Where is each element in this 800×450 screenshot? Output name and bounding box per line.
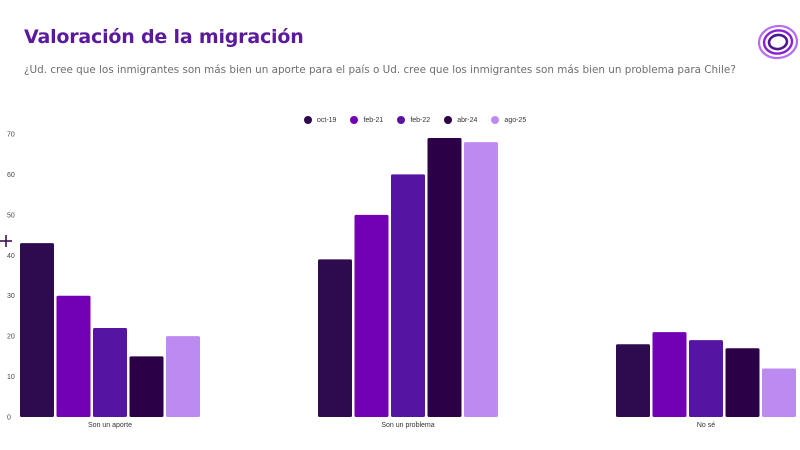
chart-legend: oct-19 feb-21 feb-22 abr-24 ago-25 <box>304 116 526 124</box>
legend-swatch-icon <box>491 116 500 124</box>
bar-feb-22-0 <box>93 328 127 417</box>
bar-abr-24-1 <box>427 138 462 418</box>
bar-feb-22-2 <box>689 340 723 417</box>
x-category-label: No sé <box>697 422 715 429</box>
crosshair-cursor-icon <box>0 235 12 247</box>
x-category-label: Son un problema <box>381 422 434 429</box>
y-tick-label: 0 <box>7 415 11 422</box>
bar-feb-21-1 <box>354 214 389 417</box>
legend-swatch-icon <box>444 116 453 124</box>
bar-feb-21-2 <box>652 332 687 417</box>
y-tick-label: 50 <box>7 212 15 219</box>
legend-label: ago-25 <box>504 116 527 124</box>
x-category-label: Son un aporte <box>88 422 132 429</box>
y-tick-label: 40 <box>7 253 15 260</box>
bar-ago-25-2 <box>762 368 796 417</box>
legend-item-oct-19[interactable]: oct-19 <box>304 116 336 124</box>
legend-swatch-icon <box>397 116 406 124</box>
bar-feb-21-0 <box>56 295 91 417</box>
y-tick-label: 30 <box>7 293 15 300</box>
y-tick-label: 60 <box>7 172 15 179</box>
legend-item-feb-22[interactable]: feb-22 <box>397 116 430 124</box>
legend-item-abr-24[interactable]: abr-24 <box>444 116 477 124</box>
bar-oct-19-1 <box>318 259 352 417</box>
bar-oct-19-0 <box>20 243 54 417</box>
bar-abr-24-0 <box>129 356 164 417</box>
legend-swatch-icon <box>350 116 359 124</box>
chart-subtitle: ¿Ud. cree que los inmigrantes son más bi… <box>24 64 736 76</box>
y-tick-label: 20 <box>7 334 15 341</box>
legend-swatch-icon <box>304 116 312 124</box>
legend-label: feb-21 <box>363 116 384 124</box>
concentric-rings-logo-icon <box>757 24 799 60</box>
legend-label: oct-19 <box>317 116 337 124</box>
legend-item-feb-21[interactable]: feb-21 <box>350 116 383 124</box>
y-tick-label: 10 <box>7 374 15 381</box>
legend-label: feb-22 <box>410 116 431 124</box>
bar-abr-24-2 <box>725 348 760 417</box>
y-tick-label: 70 <box>7 132 15 139</box>
legend-label: abr-24 <box>457 116 478 124</box>
bar-ago-25-0 <box>166 336 200 417</box>
bar-oct-19-2 <box>616 344 650 417</box>
chart-title: Valoración de la migración <box>24 26 304 48</box>
legend-item-ago-25[interactable]: ago-25 <box>491 116 526 124</box>
bar-feb-22-1 <box>391 174 425 417</box>
bar-ago-25-1 <box>464 142 498 418</box>
